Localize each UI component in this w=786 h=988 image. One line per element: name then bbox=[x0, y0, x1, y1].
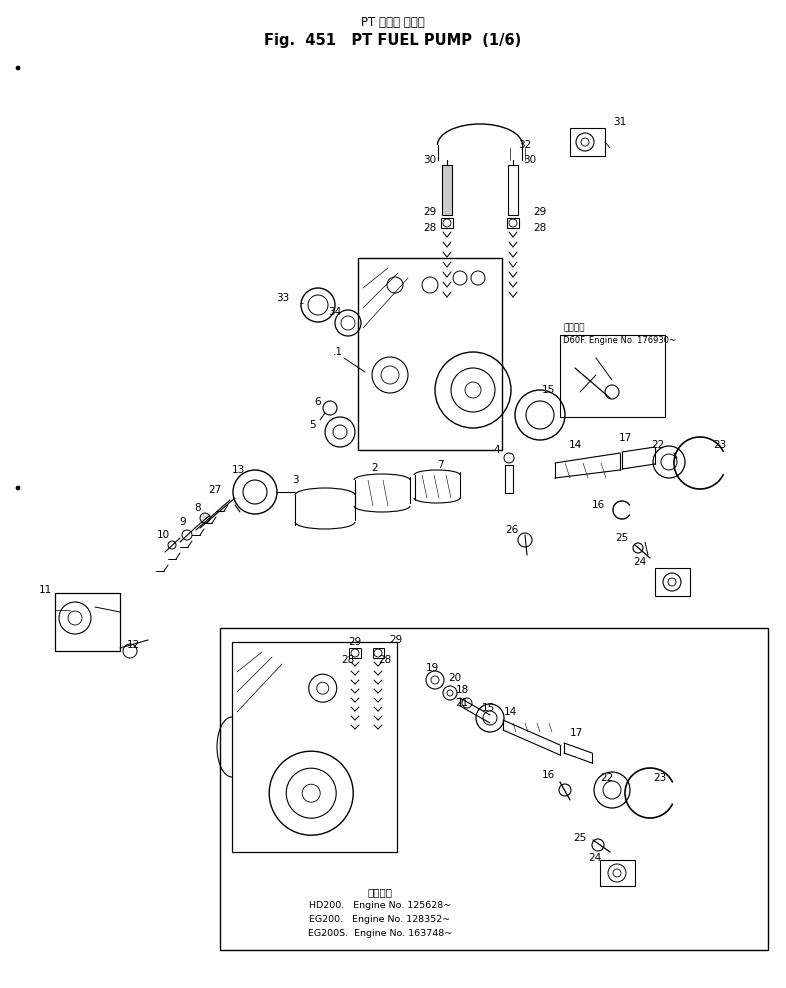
Text: 2: 2 bbox=[372, 463, 378, 473]
Bar bbox=[560, 335, 665, 417]
Circle shape bbox=[16, 66, 20, 70]
Text: 13: 13 bbox=[231, 465, 244, 475]
Bar bbox=[442, 165, 452, 215]
Bar bbox=[655, 568, 690, 596]
Text: 24: 24 bbox=[589, 853, 601, 863]
Text: 19: 19 bbox=[425, 663, 439, 673]
Bar bbox=[441, 218, 453, 228]
Text: 適用号機: 適用号機 bbox=[563, 323, 585, 333]
Text: EG200S.  Engine No. 163748~: EG200S. Engine No. 163748~ bbox=[308, 930, 452, 939]
Text: 3: 3 bbox=[292, 475, 299, 485]
Text: 28: 28 bbox=[534, 223, 546, 233]
Circle shape bbox=[200, 513, 210, 523]
Text: 29: 29 bbox=[348, 637, 362, 647]
Text: 34: 34 bbox=[329, 307, 342, 317]
Text: 15: 15 bbox=[481, 703, 494, 713]
Text: 20: 20 bbox=[449, 673, 461, 683]
Text: 6: 6 bbox=[314, 397, 321, 407]
Bar bbox=[358, 258, 502, 450]
Text: 24: 24 bbox=[634, 557, 647, 567]
Text: 30: 30 bbox=[424, 155, 436, 165]
Text: 29: 29 bbox=[389, 635, 402, 645]
Text: 30: 30 bbox=[523, 155, 537, 165]
Text: 10: 10 bbox=[156, 530, 170, 540]
Text: 22: 22 bbox=[601, 773, 614, 783]
Text: 適用号機: 適用号機 bbox=[368, 887, 392, 897]
Bar bbox=[600, 860, 635, 886]
Text: 21: 21 bbox=[455, 698, 468, 708]
Text: 33: 33 bbox=[277, 293, 289, 303]
Text: 12: 12 bbox=[127, 640, 140, 650]
Bar bbox=[373, 648, 384, 658]
Text: 31: 31 bbox=[613, 117, 626, 127]
Bar bbox=[505, 465, 513, 493]
Text: 23: 23 bbox=[653, 773, 667, 783]
Text: 23: 23 bbox=[714, 440, 726, 450]
Text: 17: 17 bbox=[619, 433, 632, 443]
Text: 18: 18 bbox=[455, 685, 468, 695]
Text: 8: 8 bbox=[195, 503, 201, 513]
Text: 16: 16 bbox=[591, 500, 604, 510]
Text: PT フェル ポンプ: PT フェル ポンプ bbox=[361, 16, 425, 29]
Text: 29: 29 bbox=[424, 207, 437, 217]
Text: 4: 4 bbox=[494, 445, 501, 455]
Bar bbox=[55, 593, 120, 651]
Text: 28: 28 bbox=[341, 655, 354, 665]
Text: Fig.  451   PT FUEL PUMP  (1/6): Fig. 451 PT FUEL PUMP (1/6) bbox=[264, 33, 522, 47]
Text: 14: 14 bbox=[568, 440, 582, 450]
Bar bbox=[349, 648, 361, 658]
Text: 9: 9 bbox=[180, 517, 186, 527]
Text: 22: 22 bbox=[652, 440, 665, 450]
Text: 11: 11 bbox=[39, 585, 52, 595]
Text: D60F. Engine No. 176930~: D60F. Engine No. 176930~ bbox=[563, 336, 676, 345]
Bar bbox=[220, 628, 768, 950]
Text: EG200.   Engine No. 128352~: EG200. Engine No. 128352~ bbox=[310, 916, 450, 925]
Text: 5: 5 bbox=[309, 420, 315, 430]
Bar bbox=[570, 128, 605, 156]
Text: .1: .1 bbox=[333, 347, 343, 357]
Bar bbox=[508, 165, 518, 215]
Text: 25: 25 bbox=[573, 833, 586, 843]
Text: 17: 17 bbox=[569, 728, 582, 738]
Text: 7: 7 bbox=[437, 460, 443, 470]
Text: 28: 28 bbox=[424, 223, 437, 233]
Bar bbox=[232, 642, 397, 852]
Text: 32: 32 bbox=[519, 140, 531, 150]
Text: 27: 27 bbox=[208, 485, 222, 495]
Text: HD200.   Engine No. 125628~: HD200. Engine No. 125628~ bbox=[309, 901, 451, 911]
Text: 26: 26 bbox=[505, 525, 519, 535]
Text: 15: 15 bbox=[542, 385, 555, 395]
Text: 14: 14 bbox=[503, 707, 516, 717]
Text: 16: 16 bbox=[542, 770, 555, 780]
Text: 28: 28 bbox=[378, 655, 391, 665]
Bar bbox=[507, 218, 519, 228]
Text: 29: 29 bbox=[534, 207, 546, 217]
Circle shape bbox=[16, 486, 20, 490]
Text: 25: 25 bbox=[615, 533, 629, 543]
